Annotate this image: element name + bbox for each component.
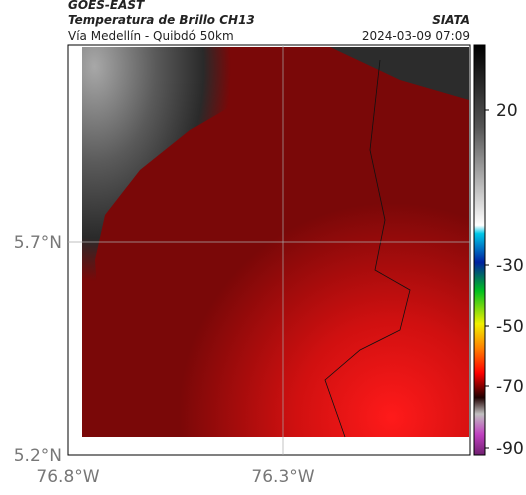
title: Temperatura de Brillo CH13	[68, 13, 255, 27]
colorbar-label: -50	[496, 317, 524, 337]
colorbar-label: 20	[496, 101, 518, 121]
boundary	[324, 59, 411, 438]
source: GOES-EAST	[68, 0, 145, 12]
brand: SIATA	[432, 13, 470, 27]
lat-label: 5.2°N	[14, 446, 62, 466]
datetime: 2024-03-09 07:09	[362, 29, 470, 43]
colorbar-ramp	[473, 44, 486, 456]
cold-cloud	[82, 47, 330, 437]
header: GOES-EAST Temperatura de Brillo CH13 Vía…	[68, 0, 470, 43]
colorbar-label: -30	[496, 256, 524, 276]
lon-label: 76.8°W	[36, 467, 99, 487]
colorbar: 20 -30 -50 -70 -90	[473, 44, 524, 459]
subtitle: Vía Medellín - Quibdó 50km	[68, 29, 234, 43]
cold-cloud-ne	[330, 47, 469, 100]
axes: 5.7°N 5.2°N 76.8°W 76.3°W	[14, 233, 315, 487]
colorbar-label: -90	[496, 439, 524, 459]
colorbar-label: -70	[496, 377, 524, 397]
lon-label: 76.3°W	[251, 467, 314, 487]
lat-label: 5.7°N	[14, 233, 62, 253]
map-image	[67, 44, 471, 456]
